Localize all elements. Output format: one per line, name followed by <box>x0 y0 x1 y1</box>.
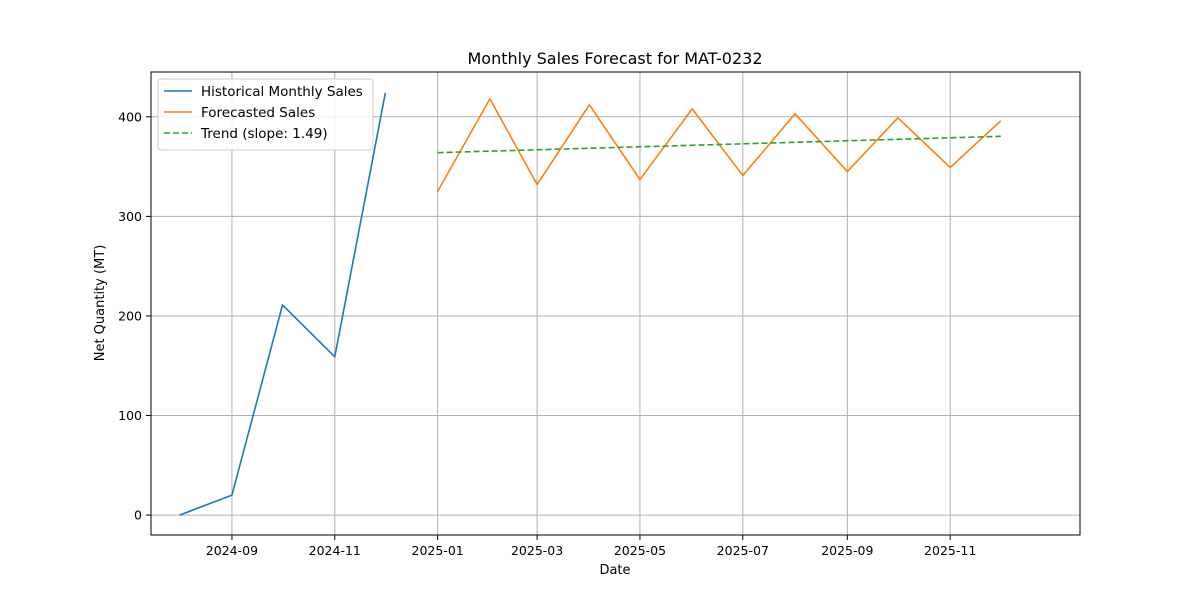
legend: Historical Monthly Sales Forecasted Sales… <box>157 78 374 151</box>
series-line-forecasted-sales <box>436 98 1002 192</box>
y-tick-label: 0 <box>134 508 142 523</box>
chart-title: Monthly Sales Forecast for MAT-0232 <box>468 49 763 68</box>
x-tick-label: 2025-03 <box>511 543 563 558</box>
grid <box>151 72 1080 535</box>
x-axis-label: Date <box>599 563 630 578</box>
series-lines <box>179 92 1002 516</box>
y-axis-label: Net Quantity (MT) <box>93 245 108 362</box>
x-tick-label: 2025-01 <box>412 543 464 558</box>
x-tick-label: 2025-05 <box>614 543 666 558</box>
legend-label-trend-slope-1-49: Trend (slope: 1.49) <box>200 126 328 142</box>
y-axis: 0 100 200 300 400 <box>118 109 151 523</box>
x-tick-label: 2024-11 <box>309 543 361 558</box>
plot-frame <box>150 71 1081 536</box>
series-line-historical-monthly-sales <box>179 92 387 516</box>
y-tick-label: 100 <box>118 408 142 423</box>
x-tick-label: 2024-09 <box>206 543 258 558</box>
y-tick-label: 300 <box>118 209 142 224</box>
x-tick-label: 2025-11 <box>924 543 976 558</box>
x-tick-label: 2025-09 <box>821 543 873 558</box>
legend-label-historical-monthly-sales: Historical Monthly Sales <box>201 84 363 100</box>
legend-label-forecasted-sales: Forecasted Sales <box>201 105 315 121</box>
series-line-trend-slope-1-49 <box>437 135 1001 154</box>
y-tick-label: 400 <box>118 109 142 124</box>
x-axis: 2024-09 2024-11 2025-01 2025-03 2025-05 2025-… <box>206 535 976 558</box>
x-tick-label: 2025-07 <box>717 543 769 558</box>
legend-box <box>157 78 374 151</box>
y-tick-label: 200 <box>118 308 142 323</box>
